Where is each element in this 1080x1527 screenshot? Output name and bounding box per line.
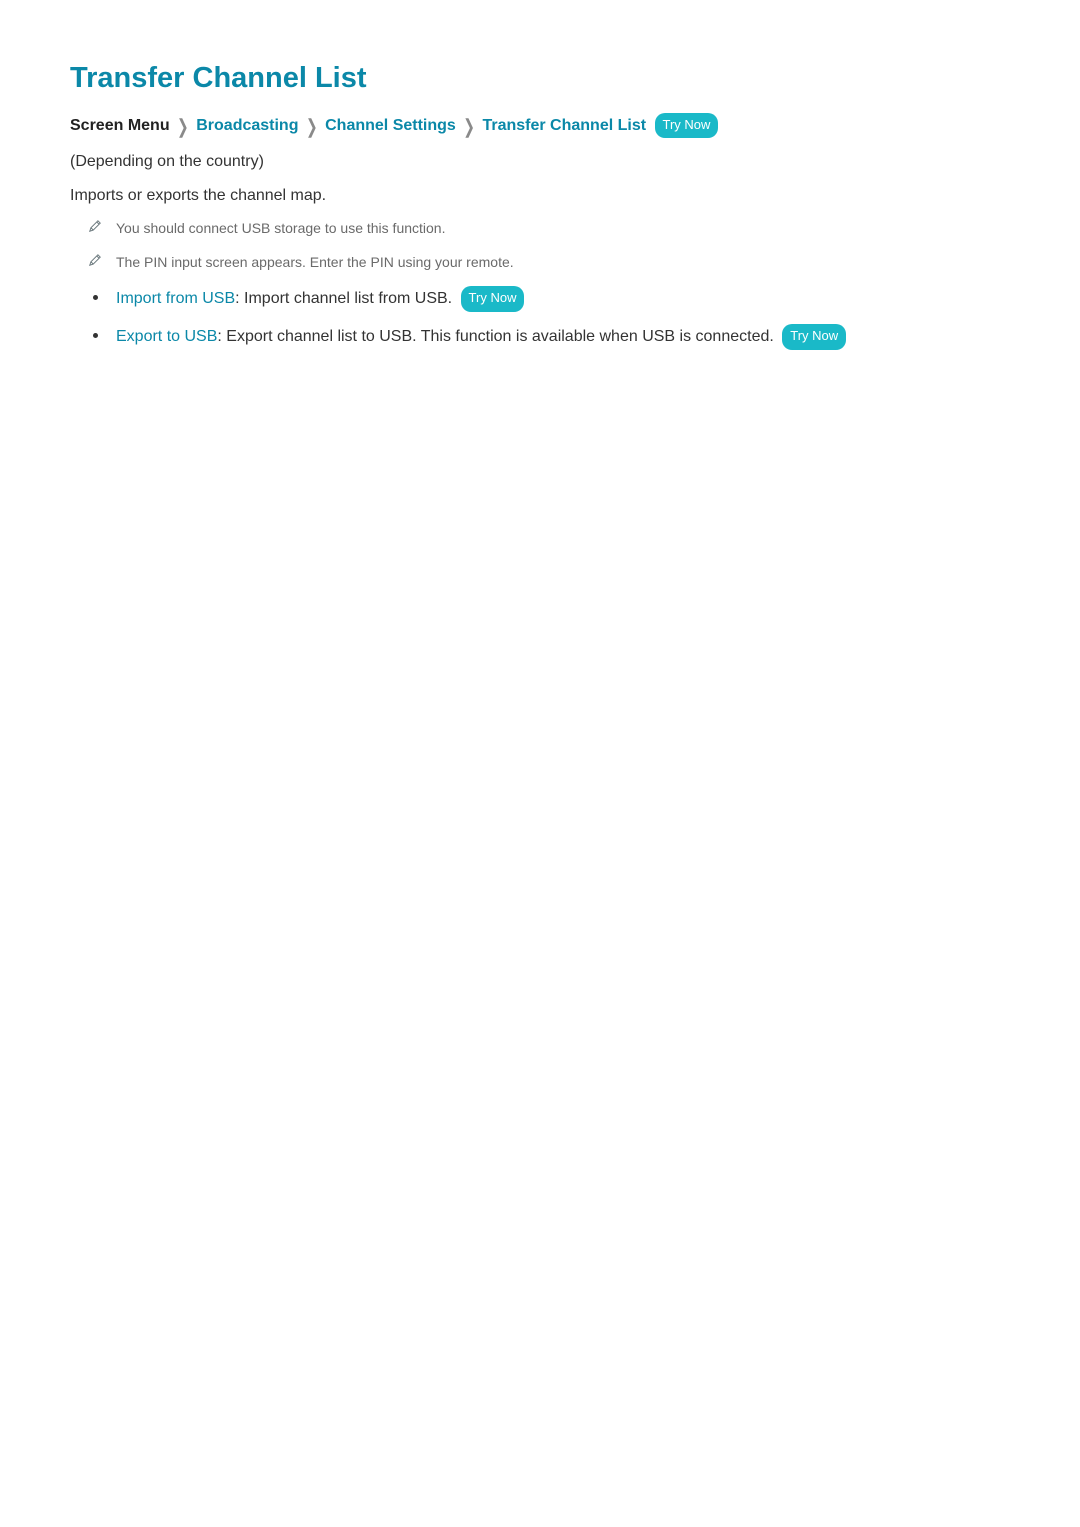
- note-text: The PIN input screen appears. Enter the …: [116, 254, 514, 270]
- bullet-item: Export to USB: Export channel list to US…: [88, 324, 1010, 350]
- breadcrumb-label: Screen Menu: [70, 117, 170, 134]
- bullet-item: Import from USB: Import channel list fro…: [88, 286, 1010, 312]
- feature-desc: : Export channel list to USB. This funct…: [217, 328, 778, 345]
- notes-list: You should connect USB storage to use th…: [70, 218, 1010, 273]
- country-note: (Depending on the country): [70, 150, 1010, 174]
- breadcrumb: Screen Menu ❯ Broadcasting ❯ Channel Set…: [70, 113, 1010, 138]
- breadcrumb-item-1[interactable]: Broadcasting: [196, 117, 298, 134]
- note-text: You should connect USB storage to use th…: [116, 220, 445, 236]
- try-now-button[interactable]: Try Now: [782, 324, 846, 350]
- note-item: You should connect USB storage to use th…: [88, 218, 1010, 239]
- intro-text: Imports or exports the channel map.: [70, 184, 1010, 208]
- note-item: The PIN input screen appears. Enter the …: [88, 252, 1010, 273]
- page-title: Transfer Channel List: [70, 62, 1010, 95]
- breadcrumb-item-2[interactable]: Channel Settings: [325, 117, 456, 134]
- chevron-right-icon: ❯: [306, 112, 318, 141]
- try-now-button[interactable]: Try Now: [461, 286, 525, 312]
- chevron-right-icon: ❯: [463, 112, 475, 141]
- bullets-list: Import from USB: Import channel list fro…: [70, 286, 1010, 350]
- feature-name: Export to USB: [116, 328, 217, 345]
- breadcrumb-item-3[interactable]: Transfer Channel List: [482, 117, 646, 134]
- pencil-icon: [88, 253, 102, 267]
- pencil-icon: [88, 219, 102, 233]
- feature-desc: : Import channel list from USB.: [235, 290, 456, 307]
- chevron-right-icon: ❯: [177, 112, 189, 141]
- try-now-button[interactable]: Try Now: [655, 113, 719, 138]
- feature-name: Import from USB: [116, 290, 235, 307]
